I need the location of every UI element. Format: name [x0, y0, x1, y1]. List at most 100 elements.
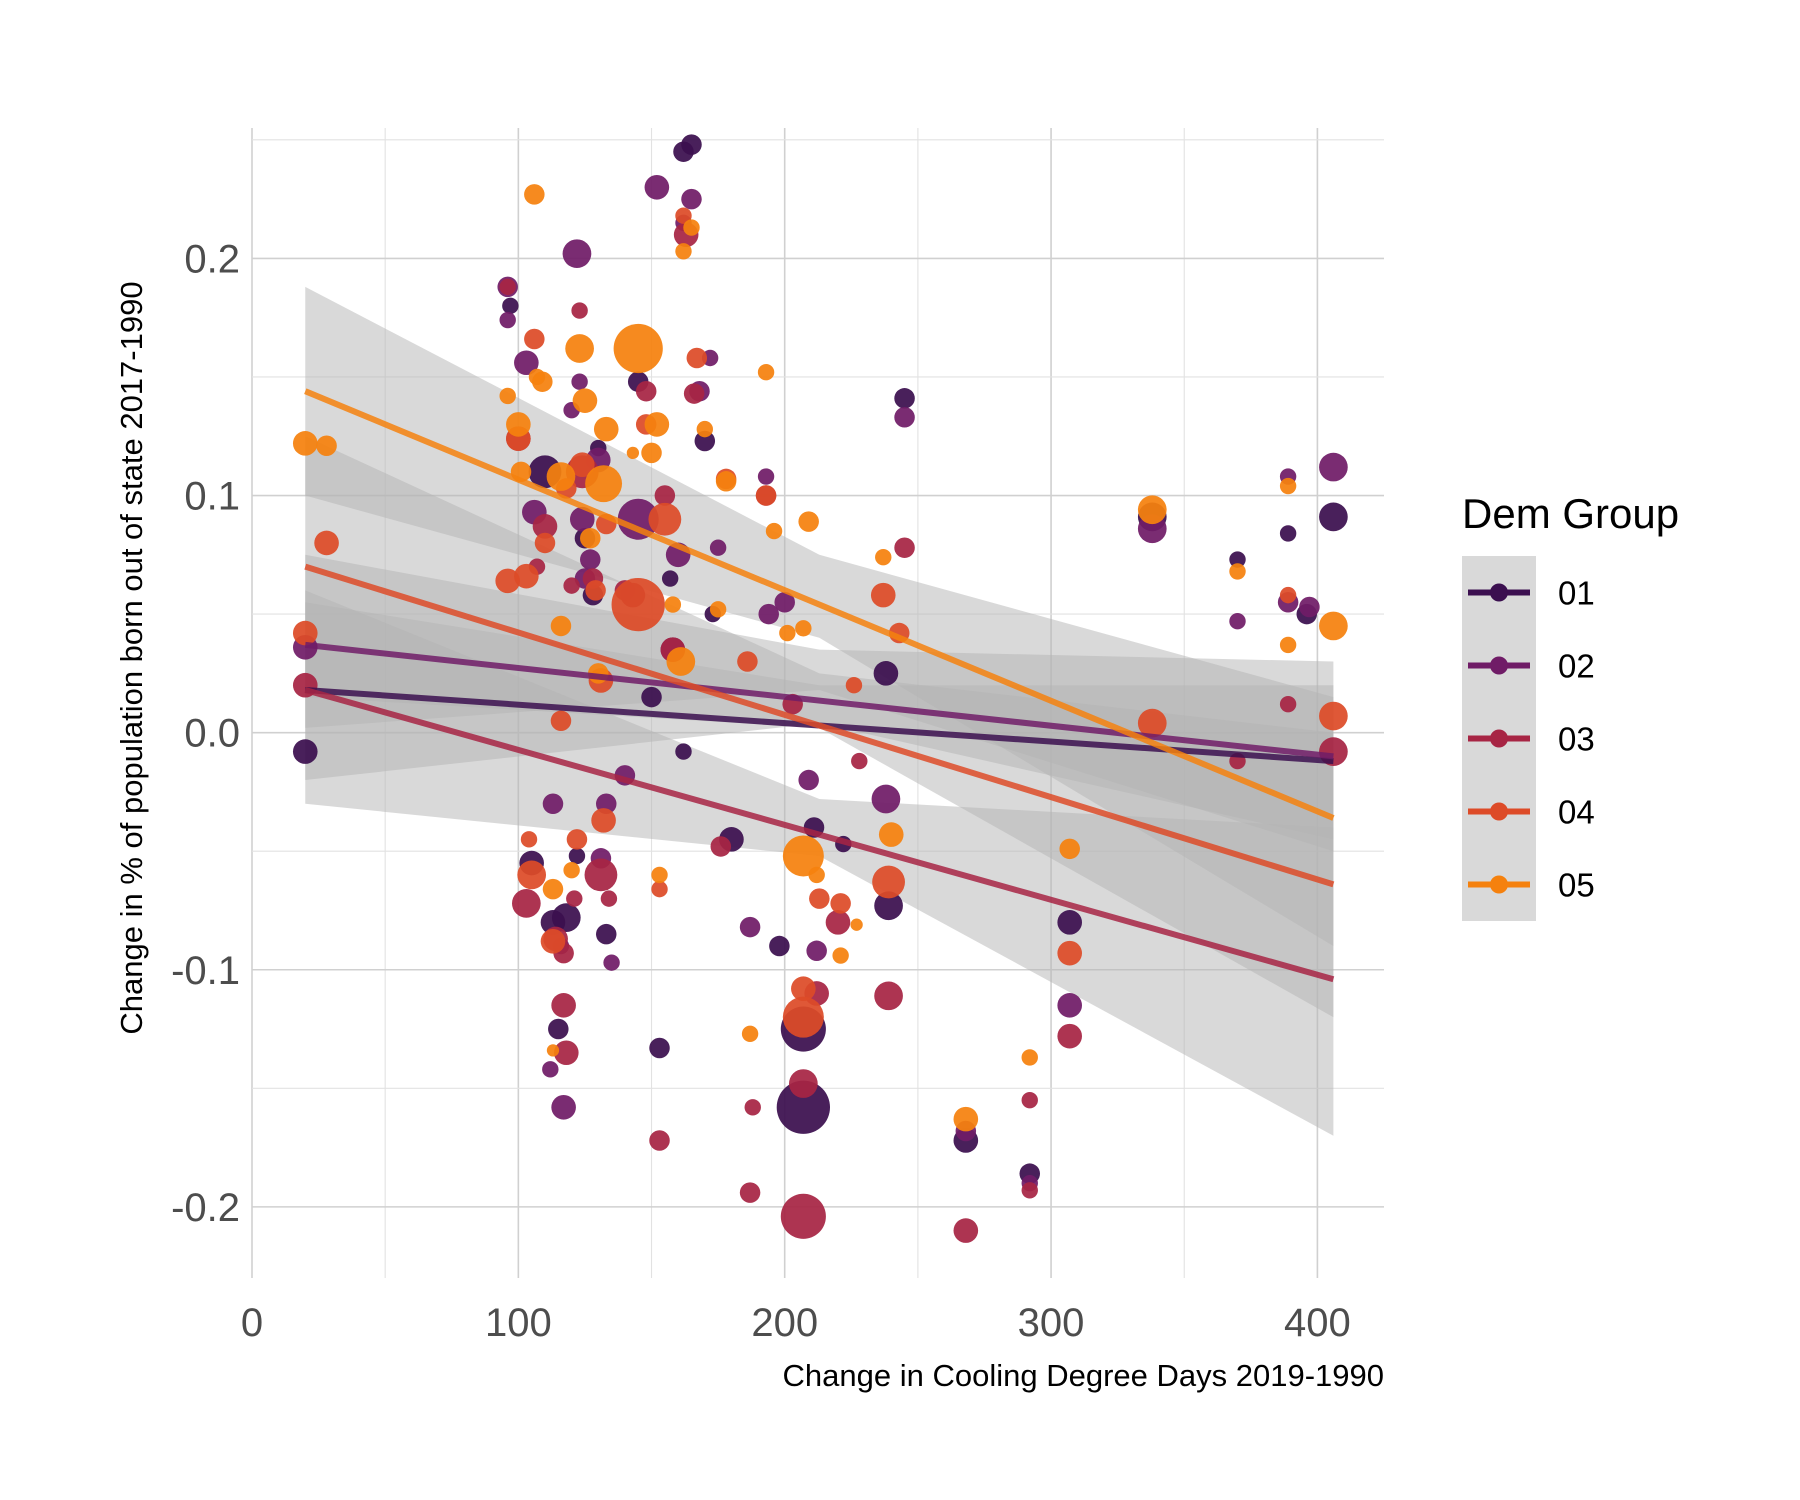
data-point-03	[874, 981, 903, 1011]
data-point-05	[1279, 636, 1297, 654]
data-point-04	[1319, 701, 1348, 731]
data-point-05	[709, 601, 727, 618]
data-point-02	[551, 1094, 576, 1120]
data-point-02	[1229, 612, 1246, 630]
data-point-05	[292, 431, 318, 456]
data-point-03	[584, 858, 618, 892]
data-point-03	[551, 993, 576, 1018]
data-point-03	[894, 537, 915, 558]
data-point-03	[1279, 695, 1297, 713]
data-point-04	[791, 976, 816, 1002]
y-tick-label: 0.2	[184, 237, 240, 281]
data-point-04	[292, 620, 318, 646]
data-point-04	[1057, 940, 1083, 966]
data-point-01	[568, 847, 586, 865]
data-point-02	[757, 468, 775, 485]
data-point-03	[739, 1182, 761, 1203]
trend-line-03	[304, 687, 1335, 983]
y-tick-label: -0.2	[171, 1186, 240, 1230]
legend: Dem Group 01 02 03 04 05	[1462, 490, 1679, 921]
data-point-02	[562, 239, 592, 269]
data-point-03	[563, 577, 580, 594]
data-point-05	[641, 442, 662, 464]
legend-dot-03	[1490, 729, 1508, 748]
legend-label-01: 01	[1558, 575, 1595, 612]
data-point-01	[661, 570, 679, 587]
legend-label-03: 03	[1558, 721, 1595, 758]
legend-item-02: 02	[1468, 648, 1595, 685]
data-point-05	[585, 465, 623, 503]
legend-dot-01	[1490, 583, 1508, 602]
data-point-03	[1021, 1091, 1038, 1109]
data-point-04	[611, 577, 665, 632]
data-point-05	[572, 388, 598, 413]
data-point-02	[514, 350, 539, 376]
x-tick-label: 200	[751, 1301, 818, 1345]
data-point-03	[953, 1218, 979, 1243]
data-point-05	[565, 334, 594, 363]
data-point-02	[806, 940, 827, 962]
data-point-04	[534, 532, 556, 554]
data-point-04	[1137, 708, 1167, 738]
data-point-05	[1021, 1049, 1038, 1066]
data-point-02	[1057, 993, 1083, 1018]
data-point-05	[1059, 838, 1080, 860]
data-point-04	[591, 808, 616, 833]
data-point-05	[953, 1106, 979, 1132]
data-point-05	[765, 522, 783, 540]
data-point-05	[782, 835, 824, 877]
y-tick-label: 0.1	[184, 475, 240, 519]
data-point-03	[553, 1040, 579, 1066]
data-point-04	[314, 530, 339, 556]
tick-labels: 0 100 200 300 400 -0.2 -0.1 0.0 0.1 0.2	[171, 237, 1351, 1345]
confidence-ribbon-05	[305, 286, 1334, 947]
data-point-01	[873, 661, 899, 686]
data-point-02	[758, 603, 779, 625]
data-point-02	[569, 506, 595, 532]
data-point-05	[683, 219, 700, 236]
trend-line-04	[304, 563, 1335, 888]
y-tick-label: 0.0	[184, 712, 240, 756]
data-point-04	[550, 710, 572, 732]
data-point-04	[809, 888, 830, 909]
data-point-02	[580, 549, 601, 570]
data-point-05	[757, 364, 775, 381]
data-point-05	[875, 548, 892, 566]
data-point-03	[683, 383, 705, 404]
data-point-03	[600, 890, 618, 907]
data-point-05	[546, 462, 576, 491]
data-point-05	[808, 866, 825, 884]
data-point-02	[1299, 596, 1320, 618]
legend-dot-05	[1490, 875, 1508, 894]
data-point-02	[644, 174, 670, 200]
legend-dot-02	[1490, 656, 1508, 675]
data-point-05	[741, 1025, 759, 1042]
data-point-04	[755, 485, 777, 506]
data-point-02	[894, 407, 915, 428]
data-point-02	[681, 188, 702, 210]
data-point-03	[1057, 1023, 1083, 1049]
data-point-05	[499, 387, 516, 405]
data-point-05	[550, 615, 572, 637]
data-point-04	[1279, 586, 1297, 604]
data-point-04	[648, 502, 682, 536]
data-point-02	[774, 591, 795, 613]
data-point-01	[776, 1080, 831, 1134]
data-point-05	[1319, 611, 1348, 641]
data-point-03	[635, 380, 657, 402]
legend-item-01: 01	[1468, 575, 1595, 612]
data-point-01	[548, 1018, 569, 1040]
data-point-05	[696, 420, 713, 438]
data-point-05	[798, 511, 819, 532]
data-point-04	[524, 328, 545, 350]
legend-item-05: 05	[1468, 867, 1595, 904]
data-point-05	[850, 918, 863, 931]
data-point-04	[845, 677, 863, 694]
data-point-04	[517, 860, 547, 890]
data-point-03	[511, 889, 541, 918]
data-point-02	[603, 954, 620, 971]
x-tick-label: 0	[241, 1301, 263, 1345]
legend-label-04: 04	[1558, 794, 1595, 831]
data-point-01	[681, 134, 702, 155]
